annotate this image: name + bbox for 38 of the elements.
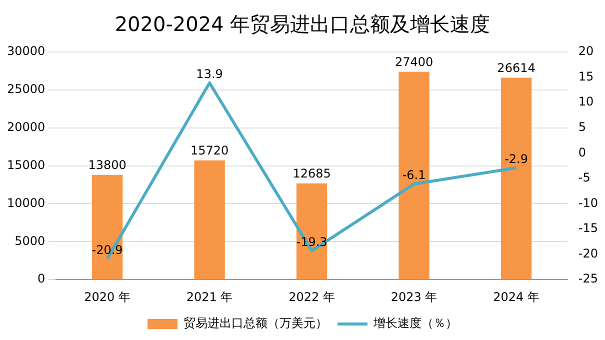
bar [296,183,328,280]
bar [500,78,532,280]
y2-tick-label: 0 [578,145,586,160]
x-tick-label: 2023 年 [390,290,438,304]
y-tick-label: 10000 [6,196,46,210]
y2-tick-label: -10 [578,196,598,210]
y-tick-label: 25000 [6,82,46,96]
y2-tick-label: -25 [578,272,598,286]
data-label: 26614 [497,60,536,75]
y2-tick-label: -5 [578,170,590,185]
y-tick-label: 30000 [6,44,46,58]
y2-tick-label: 15 [578,69,594,84]
data-label: -6.1 [402,168,426,182]
data-label: 13.9 [196,66,223,81]
x-tick-label: 2022 年 [288,290,335,304]
data-label: 15720 [190,143,229,158]
x-tick-label: 2021 年 [186,290,233,304]
data-label: 27400 [394,54,434,69]
x-tick-label: 2024 年 [493,290,540,304]
chart-title: 2020-2024 年贸易进出口总额及增长速度 [114,12,490,36]
y-tick-label: 5000 [14,234,46,248]
y2-tick-label: -20 [578,246,598,260]
y-tick-label: 15000 [6,158,46,172]
data-label: 12685 [292,166,331,180]
legend-label: 贸易进出口总额（万美元） [184,316,328,330]
y2-tick-label: -15 [578,221,598,236]
y-tick-label: 0 [38,272,46,286]
x-tick-label: 2020 年 [84,290,130,304]
legend-label: 增长速度（％） [372,316,458,330]
bar [92,174,123,280]
y-tick-label: 20000 [6,120,46,134]
data-label: 13800 [88,158,126,172]
y2-tick-label: 10 [578,94,594,109]
bar [194,160,225,280]
y2-tick-label: 20 [578,44,594,58]
y2-tick-label: 5 [578,120,586,134]
data-label: -2.9 [504,152,528,166]
bar [398,72,430,280]
